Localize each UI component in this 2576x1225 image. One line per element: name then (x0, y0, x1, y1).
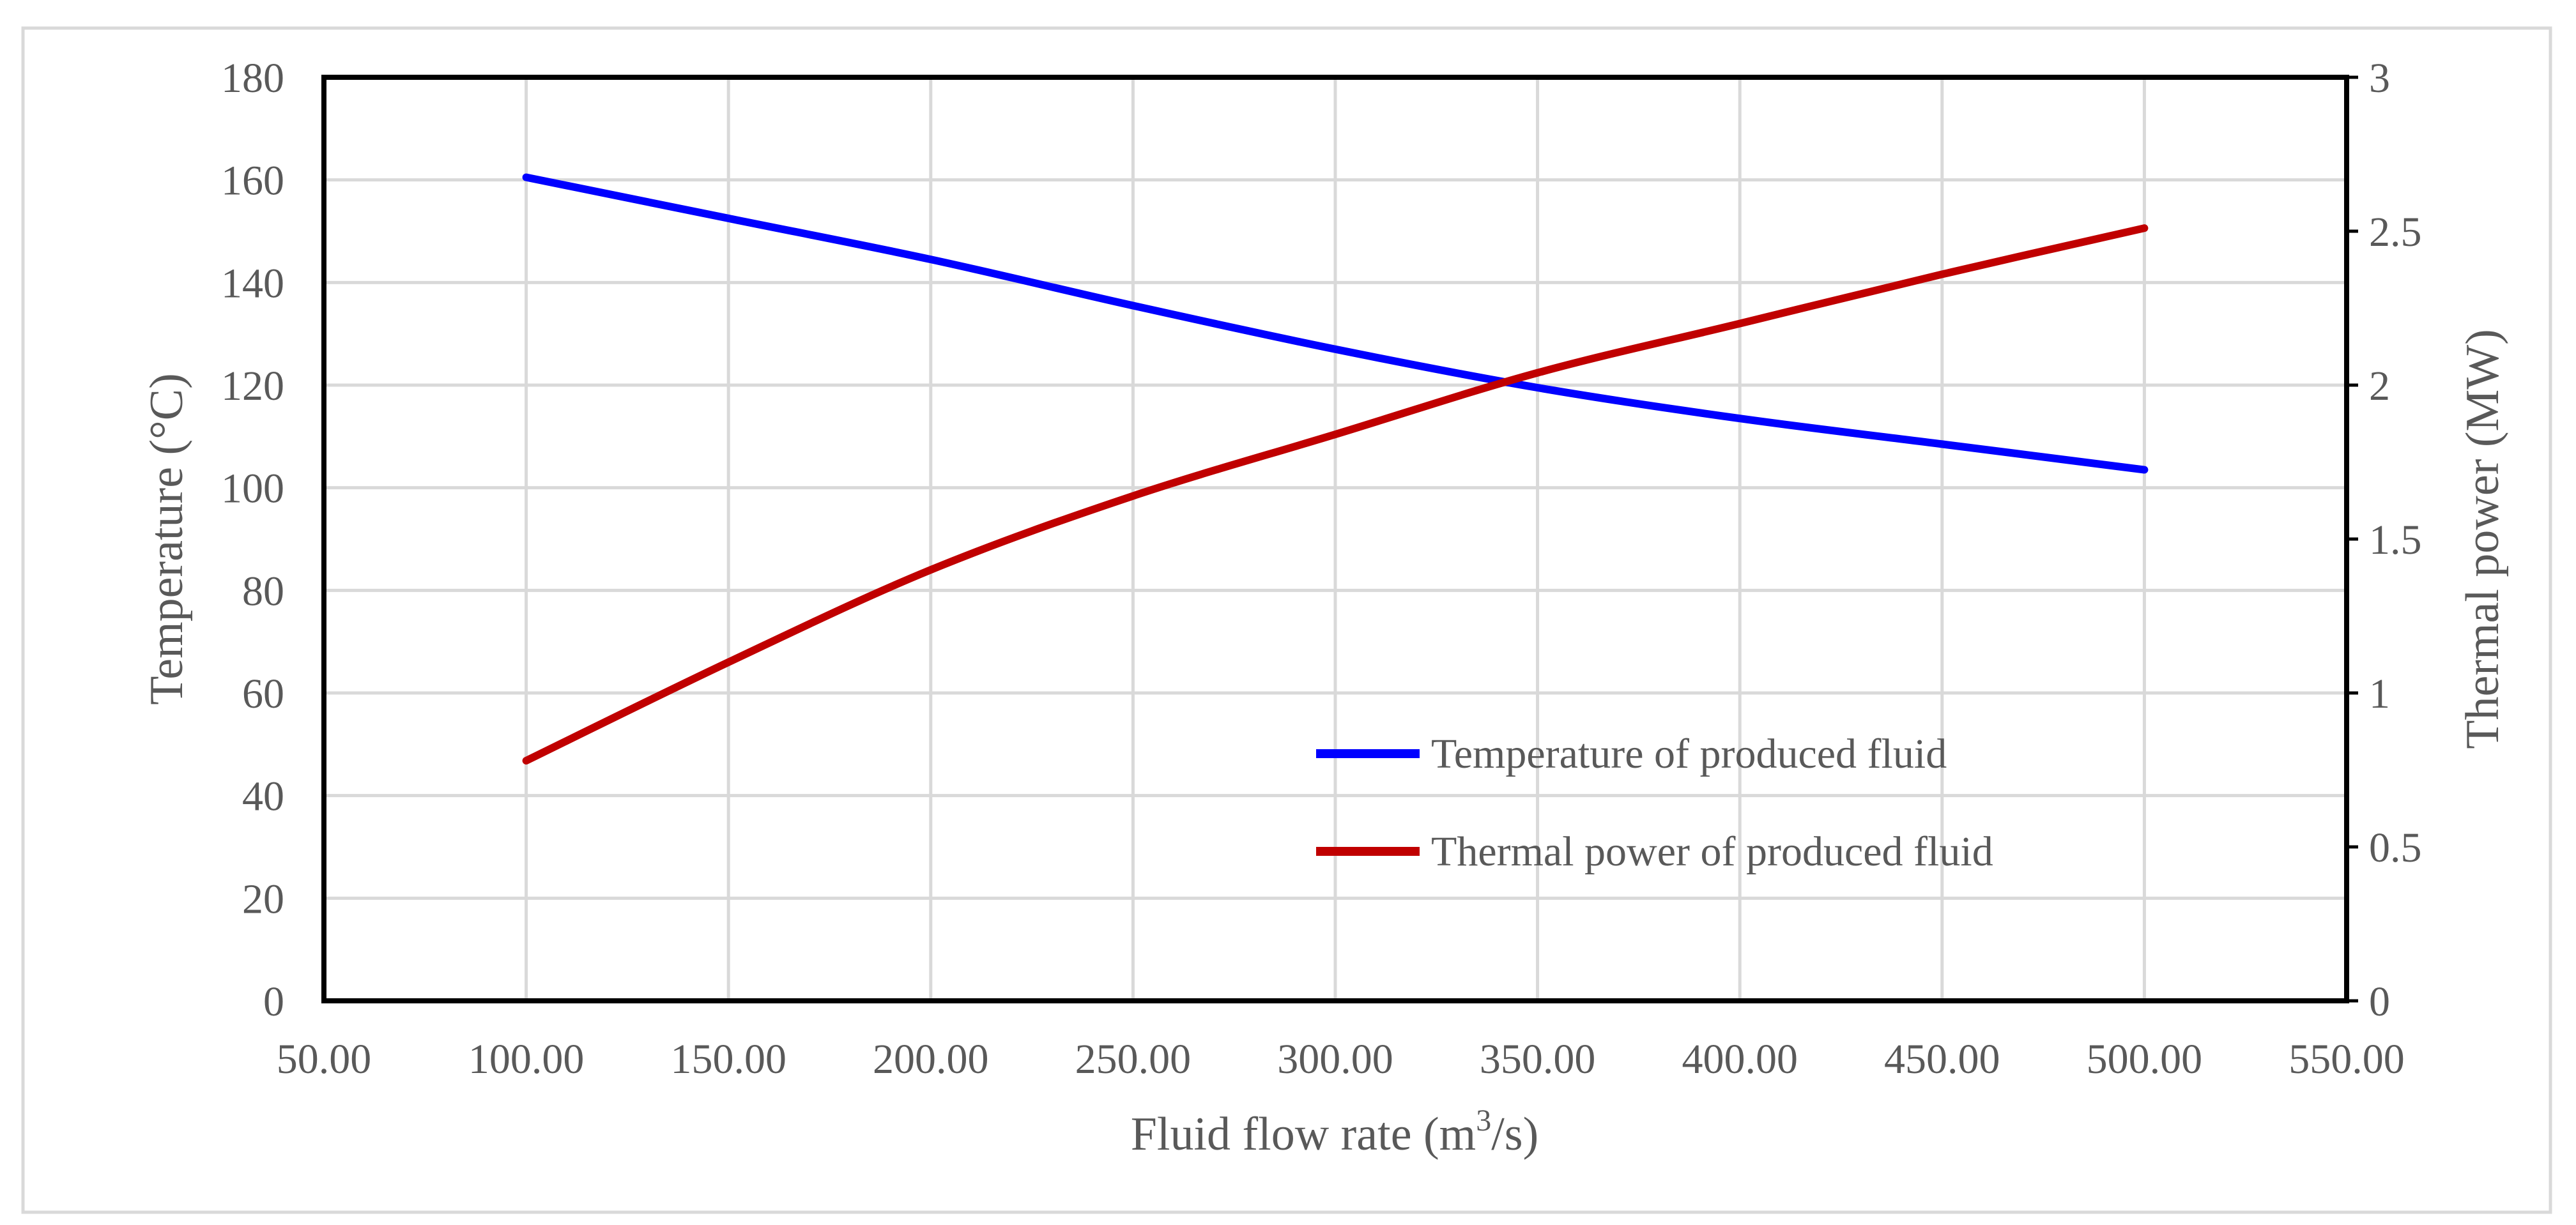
x-tick-label: 550.00 (2288, 1036, 2405, 1083)
x-tick-label: 350.00 (1480, 1036, 1596, 1083)
x-axis-title-tail: /s) (1491, 1108, 1538, 1160)
y-tick-label: 0 (263, 978, 284, 1025)
y2-tick-label: 0 (2369, 978, 2390, 1025)
x-tick-label: 50.00 (277, 1036, 372, 1083)
y2-tick-label: 1.5 (2369, 517, 2422, 563)
y2-tick-label: 2.5 (2369, 209, 2422, 255)
series-lines (522, 173, 2149, 765)
x-tick-label: 400.00 (1682, 1036, 1798, 1083)
x-tick-label: 150.00 (670, 1036, 786, 1083)
x-axis-title-superscript: 3 (1476, 1104, 1491, 1138)
x-tick-label: 250.00 (1075, 1036, 1192, 1083)
series-line-temperature (522, 173, 2149, 474)
x-tick-label: 300.00 (1277, 1036, 1393, 1083)
figure-border (21, 26, 2552, 1214)
y-tick-label: 60 (242, 671, 284, 717)
y-axis-title: Temperature (°C) (141, 373, 193, 705)
x-axis-title-main: Fluid flow rate (m (1131, 1108, 1476, 1160)
x-tick-label: 450.00 (1884, 1036, 2000, 1083)
y2-tick-label: 3 (2369, 55, 2390, 102)
x-tick-label: 500.00 (2087, 1036, 2203, 1083)
y2-axis-title: Thermal power (MW) (2457, 329, 2509, 749)
x-axis-ticks: 50.00 100.00 150.00 200.00 250.00 300.00 350.0… (277, 1036, 2405, 1083)
y-tick-label: 140 (221, 260, 284, 307)
y-tick-label: 20 (242, 876, 284, 922)
y2-tick-label: 0.5 (2369, 825, 2422, 871)
y-axis-ticks: 0 20 40 60 80 100 120 140 160 180 (221, 55, 284, 1025)
y-tick-label: 120 (221, 363, 284, 409)
x-tick-label: 200.00 (873, 1036, 989, 1083)
y-tick-label: 40 (242, 773, 284, 820)
series-line-thermal-power (522, 224, 2149, 765)
y-tick-label: 160 (221, 158, 284, 204)
x-tick-label: 100.00 (468, 1036, 585, 1083)
x-axis-title: Fluid flow rate (m3/s) (1131, 1104, 1539, 1160)
y2-axis-ticks: 0 0.5 1 1.5 2 2.5 3 (2347, 55, 2422, 1025)
y2-tick-label: 1 (2369, 671, 2390, 717)
y-tick-label: 100 (221, 466, 284, 512)
legend: Temperature of produced fluid Thermal po… (1316, 731, 1993, 875)
y2-tick-label: 2 (2369, 363, 2390, 409)
legend-label-thermal-power: Thermal power of produced fluid (1431, 828, 1993, 875)
y-tick-label: 180 (221, 55, 284, 102)
y-tick-label: 80 (242, 568, 284, 614)
legend-label-temperature: Temperature of produced fluid (1431, 731, 1947, 777)
